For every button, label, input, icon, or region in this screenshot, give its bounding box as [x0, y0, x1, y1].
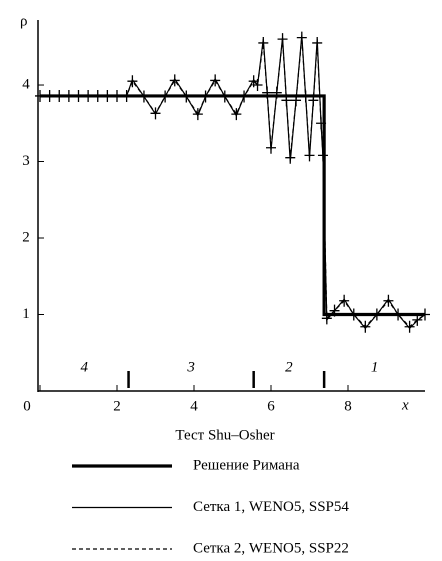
point-marker: [192, 108, 203, 121]
point-marker: [252, 79, 263, 92]
point-marker: [210, 74, 221, 87]
point-marker: [102, 89, 113, 102]
point-marker: [181, 90, 192, 103]
point-marker: [200, 90, 211, 103]
point-marker: [239, 90, 250, 103]
point-marker: [371, 308, 382, 321]
y-axis-label: ρ: [20, 13, 28, 29]
x-tick-label: 8: [344, 398, 352, 414]
x-axis-label: x: [401, 397, 409, 413]
point-marker: [160, 90, 171, 103]
point-marker: [291, 94, 302, 107]
series-line: [40, 94, 425, 317]
point-marker: [54, 89, 65, 102]
point-marker: [404, 320, 415, 333]
point-marker: [308, 94, 319, 107]
point-marker: [231, 108, 242, 121]
x-tick-label: 6: [267, 398, 275, 414]
point-marker: [169, 74, 180, 87]
y-tick-label: 2: [22, 229, 30, 245]
point-marker: [262, 86, 273, 99]
point-marker: [219, 90, 230, 103]
x-tick-label: 0: [23, 398, 31, 414]
point-marker: [312, 36, 323, 49]
point-marker: [420, 308, 430, 321]
point-marker: [304, 149, 315, 162]
region-label: 4: [81, 359, 89, 375]
point-marker: [360, 320, 371, 333]
point-marker: [150, 107, 161, 120]
region-label: 3: [186, 359, 195, 375]
point-marker: [138, 90, 149, 103]
chart-title: Тест Shu–Osher: [175, 427, 274, 443]
point-marker: [277, 33, 288, 46]
point-marker: [92, 89, 103, 102]
x-tick-label: 4: [190, 398, 198, 414]
point-marker: [281, 94, 292, 107]
point-marker: [348, 308, 359, 321]
x-tick-label: 2: [113, 398, 121, 414]
point-marker: [44, 89, 55, 102]
point-marker: [393, 308, 404, 321]
point-marker: [266, 141, 276, 154]
point-marker: [383, 294, 394, 307]
point-marker: [83, 89, 94, 102]
legend-label: Сетка 1, WENO5, SSP54: [193, 499, 349, 515]
legend-label: Решение Римана: [193, 457, 300, 473]
point-marker: [127, 75, 138, 88]
point-marker: [285, 151, 296, 164]
series-line: [40, 35, 426, 330]
point-marker: [258, 36, 269, 49]
y-tick-label: 1: [22, 306, 30, 322]
point-marker: [412, 313, 423, 326]
point-marker: [317, 149, 328, 162]
region-label: 1: [371, 359, 379, 375]
point-marker: [296, 31, 307, 44]
point-marker: [112, 89, 122, 102]
series-line: [40, 37, 426, 328]
point-marker: [73, 89, 84, 102]
point-marker: [339, 294, 350, 307]
point-marker: [321, 312, 332, 325]
point-marker: [300, 90, 311, 103]
point-marker: [271, 86, 282, 99]
y-tick-label: 4: [22, 76, 30, 92]
point-marker: [35, 89, 45, 102]
point-marker: [329, 304, 340, 317]
point-marker: [316, 117, 327, 130]
y-tick-label: 3: [22, 153, 30, 169]
point-marker: [63, 89, 74, 102]
point-marker: [121, 89, 132, 102]
legend-label: Сетка 2, WENO5, SSP22: [193, 540, 349, 556]
region-label: 2: [285, 359, 293, 375]
